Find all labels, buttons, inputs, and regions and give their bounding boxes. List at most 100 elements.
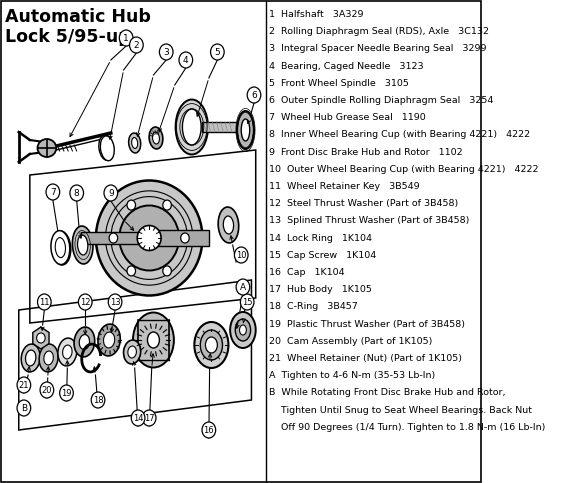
Text: 10: 10 [236, 251, 246, 259]
Text: 2: 2 [133, 41, 139, 49]
Circle shape [211, 44, 224, 60]
Text: Off 90 Degrees (1/4 Turn). Tighten to 1.8 N-m (16 Lb-In): Off 90 Degrees (1/4 Turn). Tighten to 1.… [270, 423, 546, 432]
Circle shape [247, 87, 261, 103]
Text: 9  Front Disc Brake Hub and Rotor   1102: 9 Front Disc Brake Hub and Rotor 1102 [270, 148, 463, 156]
Text: 18  C-Ring   3B457: 18 C-Ring 3B457 [270, 302, 358, 312]
Ellipse shape [77, 235, 88, 255]
Text: Automatic Hub: Automatic Hub [5, 8, 151, 26]
Ellipse shape [240, 325, 246, 335]
Text: 1  Halfshaft   3A329: 1 Halfshaft 3A329 [270, 10, 364, 19]
Text: A  Tighten to 4-6 N-m (35-53 Lb-In): A Tighten to 4-6 N-m (35-53 Lb-In) [270, 371, 436, 380]
Circle shape [37, 333, 45, 343]
Text: 15: 15 [242, 298, 253, 307]
Text: 13  Splined Thrust Washer (Part of 3B458): 13 Splined Thrust Washer (Part of 3B458) [270, 216, 470, 226]
Circle shape [70, 185, 84, 201]
Text: 12  Steel Thrust Washer (Part of 3B458): 12 Steel Thrust Washer (Part of 3B458) [270, 199, 459, 208]
Text: 3: 3 [163, 47, 169, 57]
Ellipse shape [147, 332, 159, 348]
Circle shape [17, 400, 31, 416]
Circle shape [119, 30, 133, 46]
Ellipse shape [129, 133, 141, 153]
Ellipse shape [55, 238, 66, 257]
Ellipse shape [182, 109, 201, 145]
Text: 8  Inner Wheel Bearing Cup (with Bearing 4221)   4222: 8 Inner Wheel Bearing Cup (with Bearing … [270, 130, 531, 140]
Ellipse shape [223, 216, 233, 234]
Ellipse shape [128, 346, 136, 358]
Text: 17: 17 [144, 413, 154, 423]
Bar [81, 232, 141, 244]
Ellipse shape [206, 337, 218, 353]
Text: 20: 20 [42, 385, 52, 395]
Text: 4  Bearing, Caged Needle   3123: 4 Bearing, Caged Needle 3123 [270, 62, 424, 71]
Circle shape [127, 200, 136, 210]
Circle shape [131, 410, 145, 426]
Text: 6  Outer Spindle Rolling Diaphragm Seal   3254: 6 Outer Spindle Rolling Diaphragm Seal 3… [270, 96, 494, 105]
Ellipse shape [74, 327, 95, 357]
Ellipse shape [37, 139, 56, 157]
Circle shape [91, 392, 105, 408]
Circle shape [17, 377, 31, 393]
Ellipse shape [237, 111, 254, 149]
Ellipse shape [51, 231, 69, 265]
Ellipse shape [133, 313, 174, 368]
Ellipse shape [101, 136, 114, 161]
Text: 20  Cam Assembly (Part of 1K105): 20 Cam Assembly (Part of 1K105) [270, 337, 433, 346]
Text: 6: 6 [251, 90, 257, 99]
Ellipse shape [63, 345, 72, 359]
Ellipse shape [241, 119, 250, 141]
Ellipse shape [44, 351, 53, 365]
Circle shape [109, 233, 118, 243]
Text: 21  Wheel Retainer (Nut) (Part of 1K105): 21 Wheel Retainer (Nut) (Part of 1K105) [270, 354, 462, 363]
Ellipse shape [230, 312, 256, 348]
Circle shape [79, 294, 92, 310]
Text: 15  Cap Screw   1K104: 15 Cap Screw 1K104 [270, 251, 377, 260]
Ellipse shape [56, 238, 67, 258]
Circle shape [108, 294, 122, 310]
Ellipse shape [201, 330, 223, 360]
Circle shape [159, 44, 173, 60]
Text: 8: 8 [74, 188, 80, 198]
Ellipse shape [124, 340, 141, 364]
Text: 19  Plastic Thrust Washer (Part of 3B458): 19 Plastic Thrust Washer (Part of 3B458) [270, 320, 466, 328]
Text: 18: 18 [93, 396, 103, 404]
Ellipse shape [176, 99, 208, 155]
Text: 16  Cap   1K104: 16 Cap 1K104 [270, 268, 345, 277]
Bar [138, 320, 169, 360]
Text: 16: 16 [203, 426, 214, 435]
Ellipse shape [99, 135, 113, 160]
Polygon shape [33, 327, 49, 349]
Text: 1: 1 [123, 33, 129, 43]
Circle shape [127, 266, 136, 276]
Text: 12: 12 [80, 298, 90, 307]
Circle shape [129, 37, 143, 53]
Ellipse shape [72, 226, 93, 264]
Text: 19: 19 [61, 388, 72, 398]
Text: B  While Rotating Front Disc Brake Hub and Rotor,: B While Rotating Front Disc Brake Hub an… [270, 388, 506, 398]
Text: A: A [240, 283, 246, 292]
Text: 21: 21 [19, 381, 29, 389]
Ellipse shape [58, 338, 77, 366]
Ellipse shape [39, 344, 58, 372]
Circle shape [60, 385, 73, 401]
Text: 17  Hub Body   1K105: 17 Hub Body 1K105 [270, 285, 372, 294]
Text: 13: 13 [110, 298, 120, 307]
Bar [202, 122, 238, 132]
Text: 9: 9 [108, 188, 114, 198]
Text: 5: 5 [215, 47, 220, 57]
Ellipse shape [21, 344, 40, 372]
Bar [141, 230, 209, 246]
Text: 7  Wheel Hub Grease Seal   1190: 7 Wheel Hub Grease Seal 1190 [270, 113, 426, 122]
Circle shape [234, 247, 248, 263]
Ellipse shape [79, 335, 89, 350]
Ellipse shape [137, 226, 161, 251]
Text: 5  Front Wheel Spindle   3105: 5 Front Wheel Spindle 3105 [270, 79, 409, 88]
Circle shape [40, 382, 54, 398]
Circle shape [181, 233, 189, 243]
Circle shape [163, 200, 171, 210]
Text: 3  Integral Spacer Needle Bearing Seal   3299: 3 Integral Spacer Needle Bearing Seal 32… [270, 44, 487, 54]
Text: 2  Rolling Diaphragm Seal (RDS), Axle   3C132: 2 Rolling Diaphragm Seal (RDS), Axle 3C1… [270, 27, 489, 36]
Ellipse shape [153, 132, 159, 144]
Ellipse shape [103, 332, 115, 348]
Text: 7: 7 [50, 187, 56, 197]
Text: 14  Lock Ring   1K104: 14 Lock Ring 1K104 [270, 234, 372, 242]
